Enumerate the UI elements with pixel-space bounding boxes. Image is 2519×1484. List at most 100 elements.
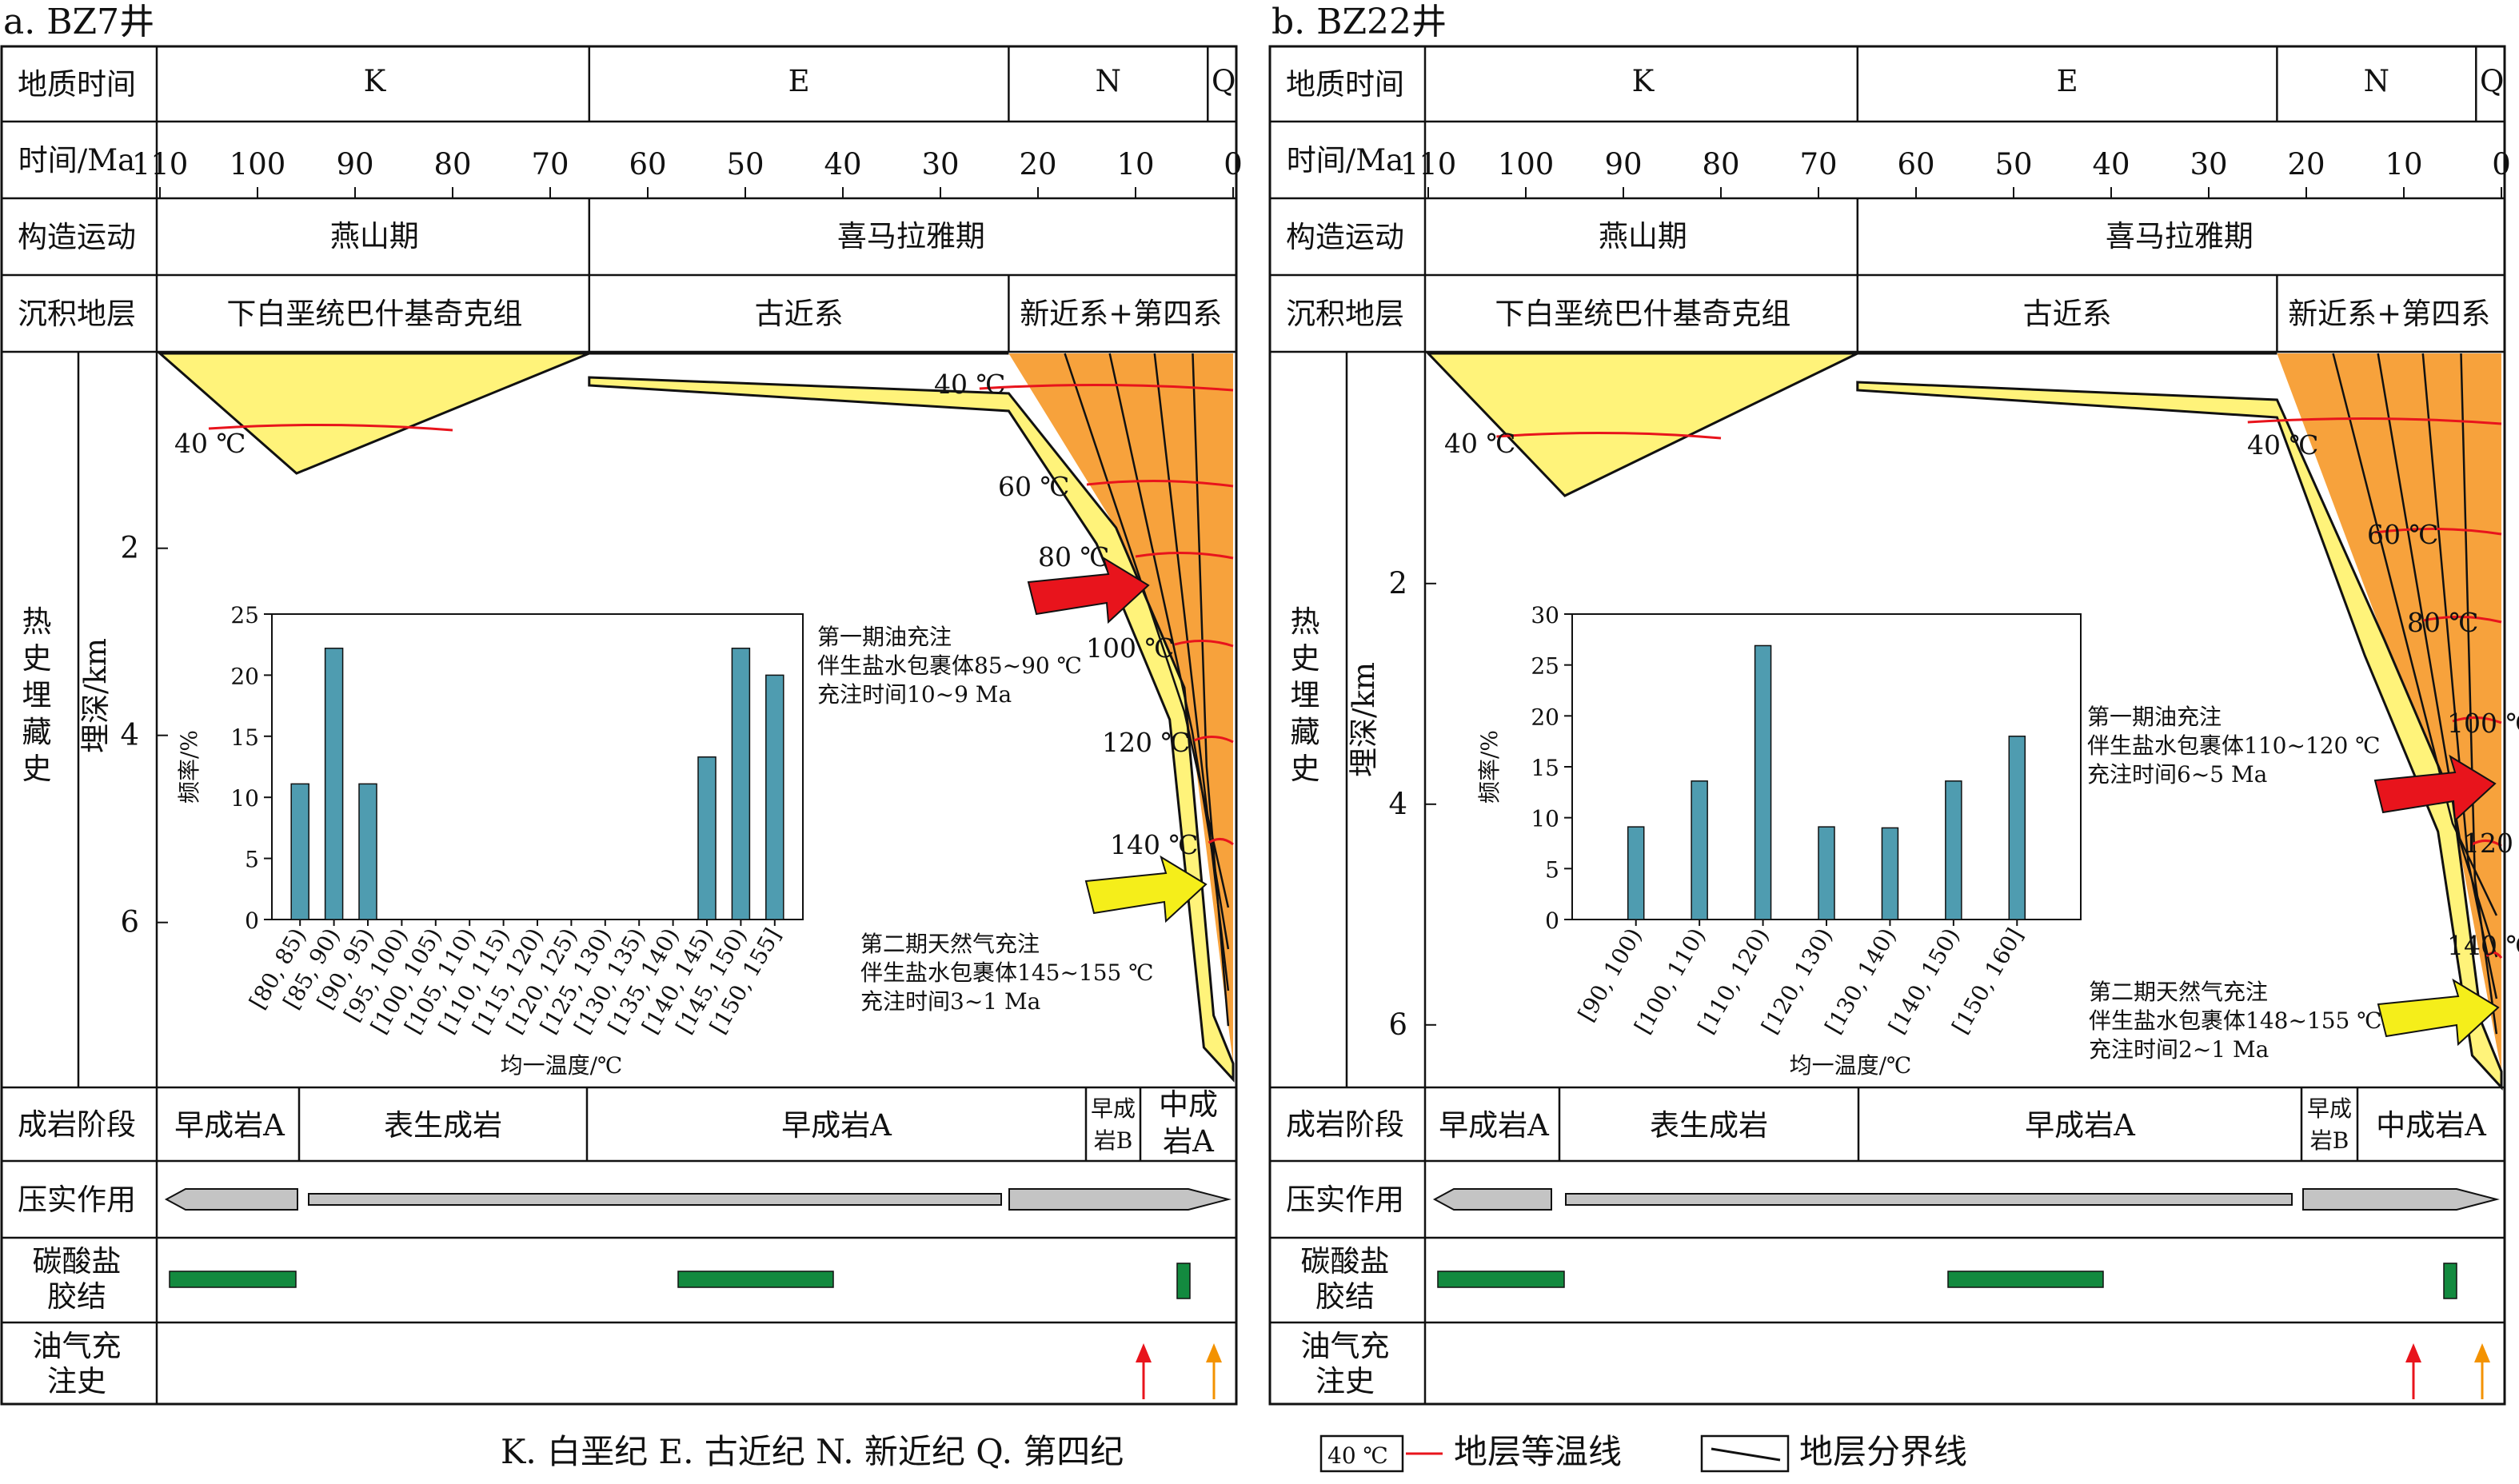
row-label: 沉积地层: [1286, 297, 1404, 331]
histogram-bar: [1754, 644, 1772, 920]
isotherm-label: 80 ℃: [1038, 541, 1109, 572]
gas-charge-marker-head: [1206, 1343, 1222, 1362]
histogram-ytick-label: 15: [230, 724, 259, 751]
row-label-line: 胶结: [47, 1279, 106, 1314]
isotherm-label: 140 ℃: [2447, 930, 2519, 961]
time-tick-label: 90: [336, 147, 373, 182]
histogram-bar: [358, 783, 377, 920]
time-tick-label: 80: [1702, 147, 1739, 182]
time-tick-label: 60: [629, 147, 666, 182]
time-tick-label: 0: [2492, 147, 2511, 182]
histogram-ytick-label: 20: [230, 663, 259, 689]
row-label-line: 碳酸盐: [1301, 1244, 1390, 1279]
diagenesis-label: 中成岩A: [2376, 1108, 2487, 1143]
geo-time-label: E: [2057, 64, 2078, 98]
panel-frame: [1268, 45, 2506, 1406]
row-label-line: 碳酸盐: [33, 1244, 122, 1279]
isotherm-label: 60 ℃: [998, 471, 1069, 502]
depth-tick-label: 6: [120, 905, 139, 939]
row-label: 构造运动: [1286, 220, 1404, 254]
event1-text: 伴生盐水包裹体110~120 ℃: [2087, 732, 2381, 759]
stratal-boundary-line: [2377, 353, 2498, 958]
compaction-bar: [2302, 1188, 2500, 1211]
strata-label: 下白垩统巴什基奇克组: [1495, 297, 1790, 331]
diagenesis-label: 早成岩A: [2025, 1108, 2136, 1143]
diagenesis-label-line: 岩B: [1094, 1127, 1133, 1154]
isotherm-label: 100 ℃: [2447, 708, 2519, 739]
time-tick-label: 110: [1400, 147, 1457, 182]
time-tick-label: 30: [921, 147, 959, 182]
geo-time-label: Q: [1212, 64, 1236, 98]
time-tick-label: 50: [1994, 147, 2032, 182]
histogram-ytick-label: 0: [1545, 908, 1559, 934]
cementation-bar: [1176, 1263, 1191, 1299]
legend-abbreviations: K. 白垩纪 E. 古近纪 N. 新近纪 Q. 第四纪: [501, 1432, 1124, 1471]
cementation-bar: [2443, 1263, 2457, 1299]
isotherm-label: 40 ℃: [1444, 428, 1515, 459]
depth-axis-title: 埋深/km: [78, 638, 113, 753]
time-tick-label: 80: [433, 147, 471, 182]
isotherm-line: [979, 383, 1234, 392]
legend-isotherm-box: [1319, 1434, 1404, 1473]
histogram-ytick-label: 0: [245, 908, 259, 934]
histogram-bar: [765, 674, 784, 920]
compaction-bar: [1008, 1188, 1232, 1211]
histogram-bar: [697, 756, 717, 920]
row-label-line: 胶结: [1315, 1279, 1375, 1314]
gas-charge-marker-head: [2474, 1343, 2490, 1362]
time-tick-label: 70: [531, 147, 569, 182]
row-label-line: 注史: [1315, 1364, 1375, 1398]
isotherm-line: [2247, 417, 2502, 425]
row-label: 成岩阶段: [1286, 1107, 1404, 1142]
histogram-bar: [1627, 826, 1645, 920]
geo-time-label: K: [364, 64, 387, 98]
diagenesis-label-line: 岩A: [1163, 1124, 1215, 1159]
diagenesis-label: 表生成岩: [1650, 1108, 1768, 1143]
geo-time-label: E: [788, 64, 810, 98]
time-tick-label: 100: [1498, 147, 1555, 182]
time-tick-label: 60: [1897, 147, 1934, 182]
geo-time-label: K: [1632, 64, 1655, 98]
burial-label-char: 藏: [1291, 715, 1320, 749]
depth-tick-label: 4: [1388, 787, 1407, 821]
burial-label-char: 热: [22, 604, 52, 639]
panel-title: a. BZ7井: [3, 2, 154, 42]
strata-label: 新近系+第四系: [1020, 297, 1222, 331]
time-tick-label: 10: [1116, 147, 1154, 182]
event1-text: 充注时间6~5 Ma: [2087, 761, 2267, 788]
row-label: 构造运动: [18, 220, 136, 254]
tectonic-label: 燕山期: [1599, 219, 1687, 253]
event2-text: 第二期天然气充注: [2089, 979, 2268, 1005]
cementation-bar: [677, 1271, 834, 1288]
isotherm-label: 120 ℃: [2463, 828, 2519, 859]
histogram-ylabel: 频率/%: [1476, 730, 1503, 804]
row-label: 沉积地层: [18, 297, 136, 331]
legend: K. 白垩纪 E. 古近纪 N. 新近纪 Q. 第四纪 40 ℃ 地层等温线 地层分界…: [501, 1432, 1967, 1473]
depth-tick-label: 2: [120, 531, 139, 565]
cementation-bar: [169, 1271, 297, 1288]
burial-label-char: 埋: [1291, 678, 1320, 712]
burial-label-char: 史: [22, 641, 52, 676]
histogram-bar: [731, 648, 751, 920]
row-label: 压实作用: [18, 1183, 136, 1217]
histogram-frame: [271, 613, 804, 920]
histogram-xtick-label: [90, 100): [1573, 924, 1647, 1026]
cretaceous-burial-fill: [157, 352, 590, 475]
strata-label: 古近系: [2023, 297, 2112, 331]
isotherm-label: 100 ℃: [1086, 632, 1174, 664]
time-tick-label: 110: [132, 147, 189, 182]
oil-charge-arrow: [2373, 754, 2497, 823]
stratal-boundary-line: [2460, 353, 2498, 1035]
burial-label-char: 埋: [22, 678, 52, 712]
paleogene-burial-band: [588, 376, 1235, 1083]
histogram-xlabel: 均一温度/℃: [1790, 1052, 1912, 1079]
stratal-boundary-line: [2421, 353, 2498, 999]
diagenesis-label: 表生成岩: [384, 1108, 502, 1143]
histogram-bar: [1945, 780, 1962, 920]
row-label: 地质时间: [1286, 67, 1404, 102]
geo-time-label: N: [2364, 64, 2389, 98]
burial-label-char: 史: [1291, 752, 1320, 786]
